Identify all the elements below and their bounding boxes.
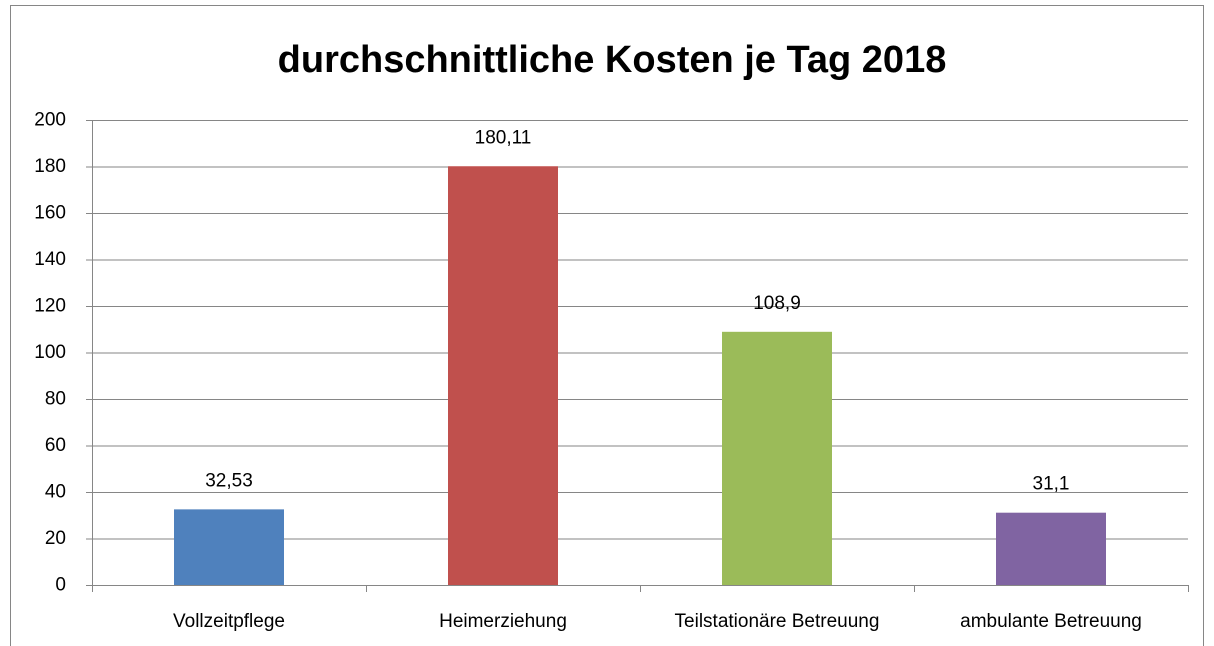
y-tick-label: 200 [34, 110, 66, 131]
data-label: 32,53 [205, 470, 253, 491]
y-tick-label: 120 [34, 296, 66, 317]
y-tick-label: 60 [45, 435, 66, 456]
y-tick-label: 100 [34, 342, 66, 363]
data-label: 31,1 [1033, 474, 1070, 495]
y-tick-label: 140 [34, 249, 66, 270]
data-label: 108,9 [753, 293, 801, 314]
y-tick-label: 0 [55, 575, 66, 596]
data-label: 180,11 [475, 127, 532, 148]
x-tick-label: ambulante Betreuung [960, 611, 1142, 632]
x-tick-label: Heimerziehung [439, 611, 567, 632]
y-tick-label: 20 [45, 528, 66, 549]
chart-title: durchschnittliche Kosten je Tag 2018 [278, 39, 947, 81]
y-tick-label: 40 [45, 482, 66, 503]
x-tick-label: Vollzeitpflege [173, 611, 285, 632]
y-tick-label: 80 [45, 389, 66, 410]
bar [448, 166, 558, 585]
bar [174, 509, 284, 585]
y-tick-label: 160 [34, 203, 66, 224]
y-tick-label: 180 [34, 156, 66, 177]
bar [722, 331, 832, 585]
x-tick-label: Teilstationäre Betreuung [675, 611, 880, 632]
bar [996, 512, 1106, 585]
